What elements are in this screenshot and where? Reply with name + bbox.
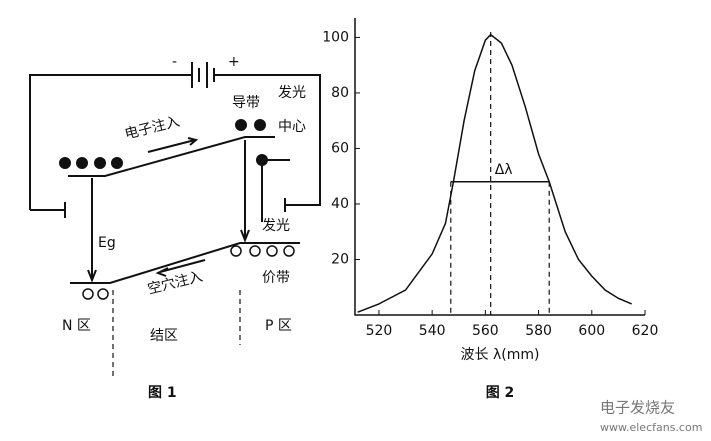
y-tick-label: 100 <box>322 29 349 45</box>
label: 空穴注入 <box>146 269 204 298</box>
y-tick-label: 40 <box>331 196 349 212</box>
holes <box>82 245 295 300</box>
conduction-band <box>68 136 275 177</box>
curve <box>357 33 632 313</box>
x-tick-label: 620 <box>632 323 659 339</box>
x-tick-label: 540 <box>419 323 446 339</box>
x-tick-label: 600 <box>578 323 605 339</box>
minus: - <box>172 54 177 70</box>
arrows <box>87 137 290 283</box>
y-tick-label: 20 <box>331 251 349 267</box>
watermark-url: www.elecfans.com <box>600 421 702 434</box>
watermark: 电子发烧友 <box>600 399 675 417</box>
figure-2: 20 40 60 80 100 520 540 560 580 600 620 Δλ 波长 λ(mm) 图… <box>322 18 658 401</box>
caption: 图 2 <box>486 385 515 401</box>
label: 中心 <box>278 119 306 135</box>
label: P 区 <box>265 318 292 334</box>
battery <box>191 62 215 88</box>
valence-band <box>70 242 300 284</box>
region-divider <box>112 290 241 380</box>
x-tick-label: 520 <box>366 323 393 339</box>
label: 发光 <box>278 85 306 101</box>
x-tick-label: 580 <box>525 323 552 339</box>
label: Eg <box>98 235 116 251</box>
x-axis-label: 波长 λ(mm) <box>461 347 540 363</box>
circuit-wire <box>30 198 286 218</box>
label: N 区 <box>62 318 91 334</box>
circuit-wire <box>29 74 321 210</box>
plus: + <box>228 54 240 70</box>
x-tick-label: 560 <box>472 323 499 339</box>
y-tick-label: 80 <box>331 85 349 101</box>
figure-1: - + 导带 发光 中心 电子注入 Eg 发光 价带 空穴注入 N 区 结区 P… <box>29 54 321 401</box>
label: 价带 <box>262 270 290 286</box>
axes <box>354 18 645 316</box>
caption: 图 1 <box>148 385 177 401</box>
y-tick-label: 60 <box>331 140 349 156</box>
label: 结区 <box>150 328 178 344</box>
fwhm-label: Δλ <box>495 162 513 178</box>
label: 电子注入 <box>123 114 181 143</box>
label: 导带 <box>232 95 260 111</box>
label: 发光 <box>262 218 290 234</box>
